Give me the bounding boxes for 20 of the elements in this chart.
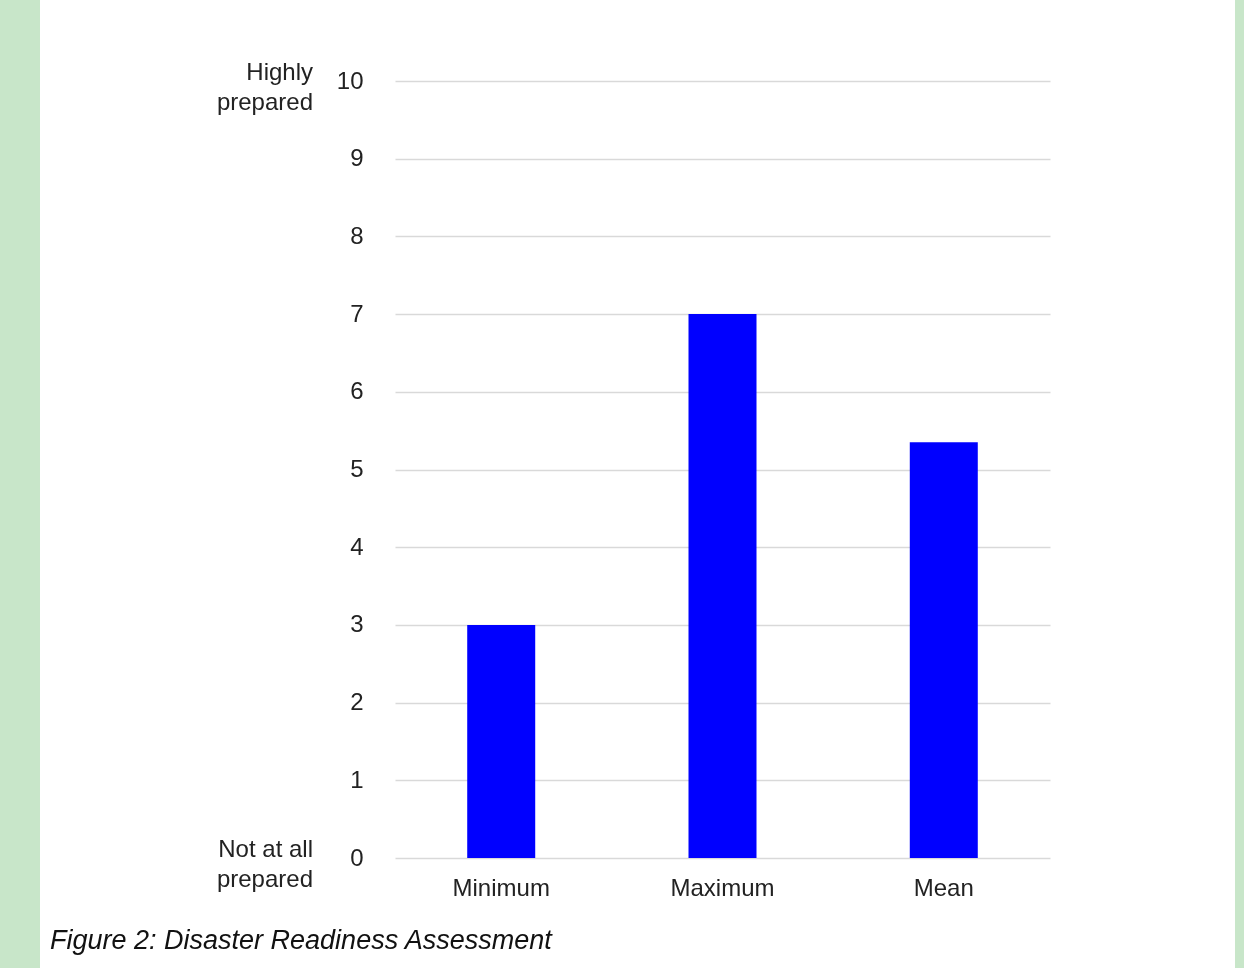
bar — [909, 442, 978, 858]
bar — [467, 624, 536, 858]
text: Highly prepared — [216, 58, 313, 115]
y-tick-label: 4 — [350, 532, 364, 560]
x-tick-label: Maximum — [670, 873, 775, 901]
y-tick-label: 8 — [350, 221, 364, 249]
x-tick-label: Mean — [913, 873, 974, 901]
y-tick-label: 10 — [336, 66, 364, 94]
text: Not at all prepared — [216, 835, 313, 892]
y-tick-label: 3 — [350, 610, 364, 638]
y-tick-label: 9 — [350, 144, 364, 172]
bar — [688, 314, 757, 858]
text: Figure 2: Disaster Readiness Assessment — [50, 925, 554, 955]
y-tick-label: 0 — [350, 843, 364, 871]
y-tick-label: 6 — [350, 377, 364, 405]
y-tick-label: 2 — [350, 688, 364, 716]
y-tick-label: 5 — [350, 455, 364, 482]
x-tick-label: Minimum — [452, 873, 550, 901]
y-tick-label: 7 — [350, 299, 364, 327]
y-tick-label: 1 — [350, 765, 364, 793]
